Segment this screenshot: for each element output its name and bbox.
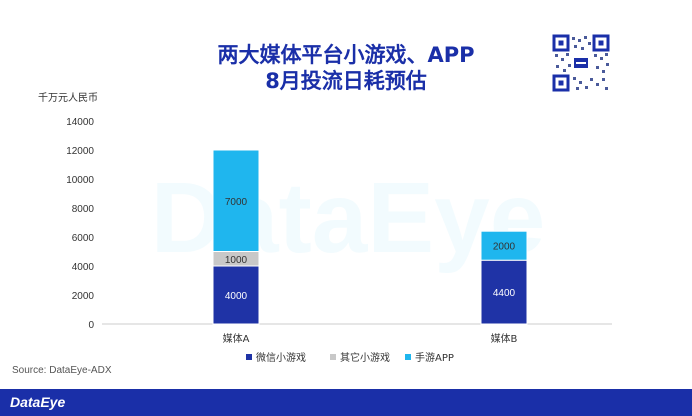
- bar-segment: [480, 230, 528, 261]
- source-note: Source: DataEye-ADX: [12, 365, 112, 376]
- y-tick-label: 10000: [66, 175, 94, 186]
- y-tick-label: 8000: [72, 204, 95, 215]
- legend-swatch: [405, 354, 411, 360]
- bar-segment: [212, 265, 260, 325]
- legend-label: 手游APP: [415, 351, 454, 364]
- footer-bar: [0, 391, 692, 416]
- legend-swatch: [246, 354, 252, 360]
- bar-segment: [212, 149, 260, 252]
- qr-code-icon: [552, 34, 610, 92]
- y-tick-label: 4000: [72, 262, 95, 273]
- bar-value-label: 4000: [225, 291, 248, 302]
- legend-label: 其它小游戏: [340, 351, 390, 364]
- bar-value-label: 7000: [225, 197, 248, 208]
- chart-title-line-1: 两大媒体平台小游戏、APP: [217, 43, 475, 67]
- legend-swatch: [330, 354, 336, 360]
- x-tick-label: 媒体B: [491, 333, 518, 345]
- bar-value-label: 2000: [493, 242, 516, 253]
- footer-logo: DataEye: [10, 394, 66, 410]
- y-tick-label: 2000: [72, 291, 95, 302]
- bar-value-label: 4400: [493, 288, 516, 299]
- chart-title-line-2: 8月投流日耗预估: [265, 69, 427, 93]
- y-tick-label: 12000: [66, 146, 94, 157]
- y-tick-label: 6000: [72, 233, 95, 244]
- y-tick-label: 0: [88, 320, 94, 331]
- footer-line: [0, 389, 692, 391]
- x-tick-label: 媒体A: [223, 333, 250, 345]
- bar-segment: [480, 259, 528, 325]
- y-tick-label: 14000: [66, 117, 94, 128]
- y-axis-label: 千万元人民币: [38, 92, 98, 104]
- legend-label: 微信小游戏: [256, 351, 306, 364]
- bar-value-label: 1000: [225, 255, 248, 266]
